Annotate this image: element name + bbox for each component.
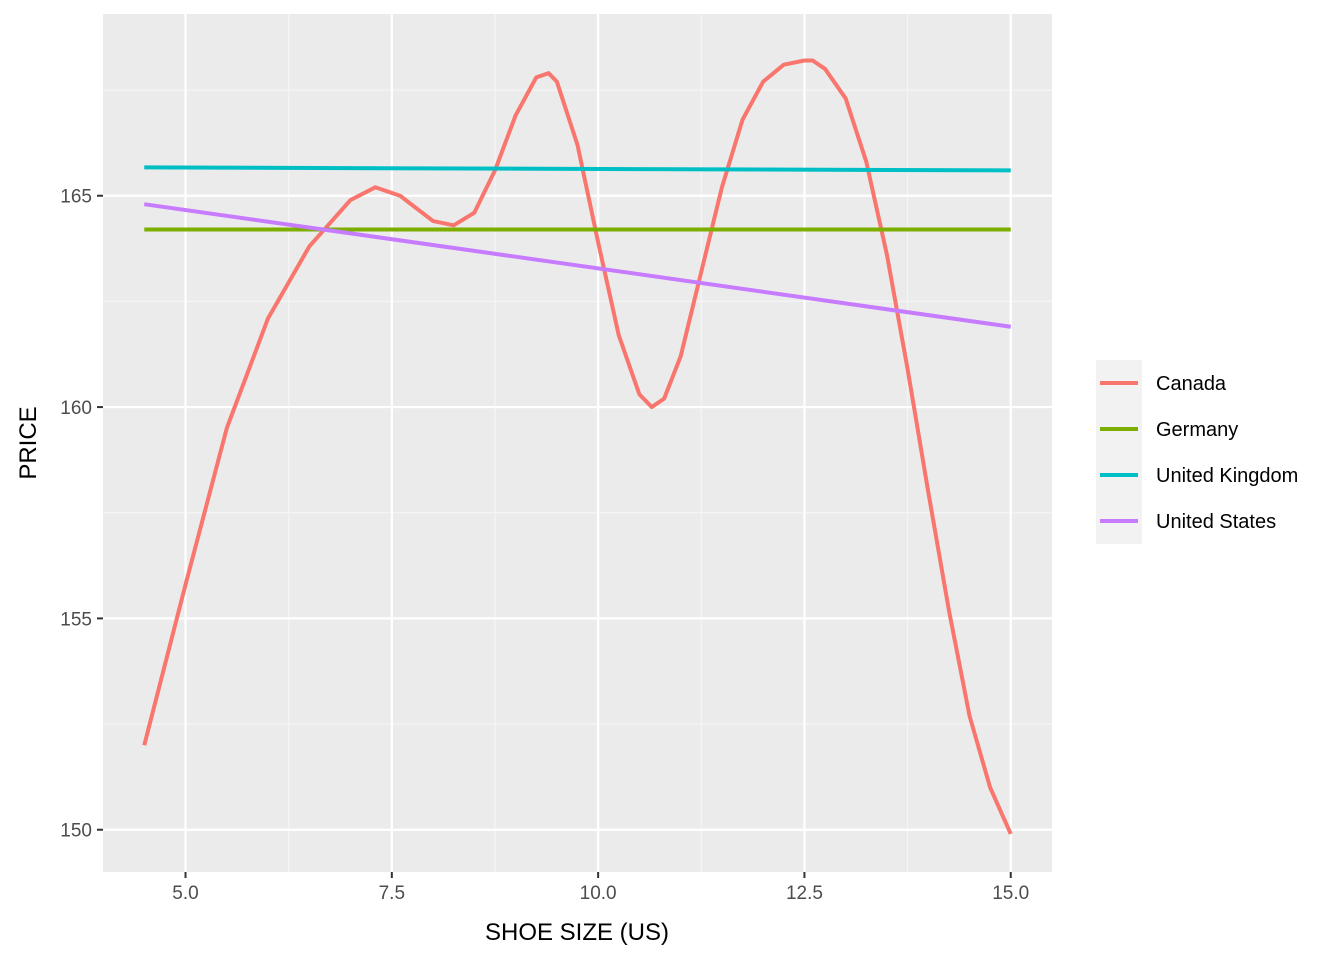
series-line-canada: [142, 58, 1013, 835]
major-gridlines: [103, 14, 1052, 872]
x-tick-label: 7.5: [379, 883, 405, 904]
plot-panel: [103, 14, 1052, 872]
y-tick-label: 165: [60, 187, 92, 208]
y-tick-label: 160: [60, 398, 92, 419]
series-line-united-kingdom: [144, 165, 1011, 173]
series-line-united-states: [143, 202, 1012, 329]
x-axis: 5.0 7.5 10.0 12.5 15.0: [172, 872, 1029, 904]
legend: Canada Germany United Kingdom United States: [1096, 360, 1298, 544]
x-tick-label: 5.0: [172, 883, 198, 904]
y-tick-label: 150: [60, 821, 92, 842]
y-axis: 150 155 160 165: [60, 187, 103, 842]
legend-label: Canada: [1156, 373, 1227, 395]
legend-label: United States: [1156, 511, 1276, 533]
x-axis-title: SHOE SIZE (US): [485, 919, 669, 946]
legend-label: Germany: [1156, 419, 1238, 441]
x-tick-label: 12.5: [786, 883, 823, 904]
y-tick-label: 155: [60, 609, 92, 630]
legend-label: United Kingdom: [1156, 465, 1298, 487]
x-tick-label: 15.0: [992, 883, 1029, 904]
legend-key-background: [1096, 360, 1142, 544]
series-lines: [142, 58, 1013, 835]
x-tick-label: 10.0: [580, 883, 617, 904]
y-axis-title: PRICE: [15, 406, 42, 479]
